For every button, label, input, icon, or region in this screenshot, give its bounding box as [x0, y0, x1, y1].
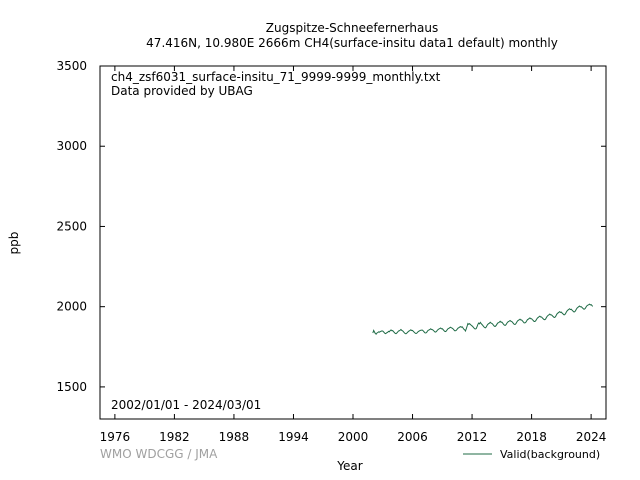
x-axis-label: Year	[336, 459, 362, 473]
period-annotation: 2002/01/01 - 2024/03/01	[111, 398, 261, 412]
x-tick-label: 2012	[457, 430, 488, 444]
x-tick-label: 2000	[338, 430, 369, 444]
provider-annotation: Data provided by UBAG	[111, 84, 253, 98]
y-tick-label: 3500	[56, 59, 87, 73]
chart-subtitle: 47.416N, 10.980E 2666m CH4(surface-insit…	[146, 36, 558, 50]
filename-annotation: ch4_zsf6031_surface-insitu_71_9999-9999_…	[111, 70, 441, 84]
legend-label: Valid(background)	[500, 448, 600, 461]
y-axis: 1500 2000 2500 3000 3500	[56, 59, 606, 394]
y-tick-label: 3000	[56, 139, 87, 153]
x-tick-label: 2024	[576, 430, 607, 444]
y-axis-label: ppb	[7, 232, 21, 255]
x-tick-label: 1988	[219, 430, 250, 444]
x-axis: 1976 1982 1988 1994 2000 2006 2012 2018 2024	[100, 66, 607, 444]
plot-frame	[99, 65, 607, 420]
chart-title: Zugspitze-Schneefernerhaus	[266, 21, 438, 35]
credit-text: WMO WDCGG / JMA	[100, 447, 218, 461]
y-tick-label: 2500	[56, 219, 87, 233]
x-tick-label: 1982	[159, 430, 190, 444]
x-tick-label: 2018	[516, 430, 547, 444]
x-tick-label: 1976	[100, 430, 131, 444]
x-tick-label: 2006	[397, 430, 428, 444]
y-tick-label: 2000	[56, 300, 87, 314]
x-tick-label: 1994	[278, 430, 309, 444]
series-line-valid-background	[372, 303, 594, 335]
y-tick-label: 1500	[56, 380, 87, 394]
